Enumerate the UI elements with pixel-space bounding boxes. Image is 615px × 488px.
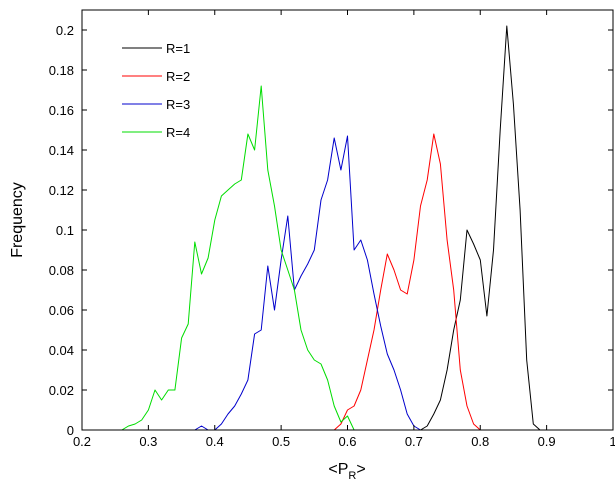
- series-layer: [121, 25, 541, 431]
- legend-label-r1: R=1: [166, 41, 190, 56]
- x-tick-label: 0.6: [338, 434, 356, 449]
- legend-label-r2: R=2: [166, 69, 190, 84]
- series-line-r1: [413, 25, 541, 431]
- x-axis-label: <PR>: [328, 461, 365, 482]
- x-tick-label: 0.4: [206, 434, 224, 449]
- y-axis-label: Frequency: [9, 182, 26, 258]
- x-tick-label: 0.5: [272, 434, 290, 449]
- y-tick-label: 0.06: [49, 303, 74, 318]
- y-tick-label: 0: [67, 423, 74, 438]
- x-axis-label-end: >: [356, 461, 365, 478]
- x-tick-label: 1: [609, 434, 615, 449]
- y-tick-label: 0.18: [49, 63, 74, 78]
- legend-label-r3: R=3: [166, 97, 190, 112]
- y-tick-label: 0.02: [49, 383, 74, 398]
- y-tick-label: 0.08: [49, 263, 74, 278]
- x-axis-label-main: <P: [328, 461, 348, 478]
- x-axis: 0.2 0.3 0.4 0.5 0.6 0.7 0.8 0.9 1: [73, 10, 615, 449]
- x-tick-label: 0.8: [471, 434, 489, 449]
- series-line-r4: [121, 85, 355, 431]
- y-tick-label: 0.14: [49, 143, 74, 158]
- series-line-r2: [333, 133, 481, 431]
- y-tick-label: 0.2: [56, 23, 74, 38]
- plot-area: [82, 10, 613, 430]
- y-tick-label: 0.12: [49, 183, 74, 198]
- y-tick-label: 0.04: [49, 343, 74, 358]
- x-tick-label: 0.3: [139, 434, 157, 449]
- legend: R=1 R=2 R=3 R=4: [122, 41, 190, 140]
- x-tick-label: 0.9: [538, 434, 556, 449]
- y-axis: 0 0.02 0.04 0.06 0.08 0.1 0.12 0.14 0.16 0.18 0.2: [49, 23, 613, 438]
- x-tick-label: 0.2: [73, 434, 91, 449]
- legend-label-r4: R=4: [166, 125, 190, 140]
- series-line-r3: [194, 135, 421, 431]
- x-axis-label-subscript: R: [348, 470, 356, 482]
- y-tick-label: 0.1: [56, 223, 74, 238]
- y-tick-label: 0.16: [49, 103, 74, 118]
- x-tick-label: 0.7: [405, 434, 423, 449]
